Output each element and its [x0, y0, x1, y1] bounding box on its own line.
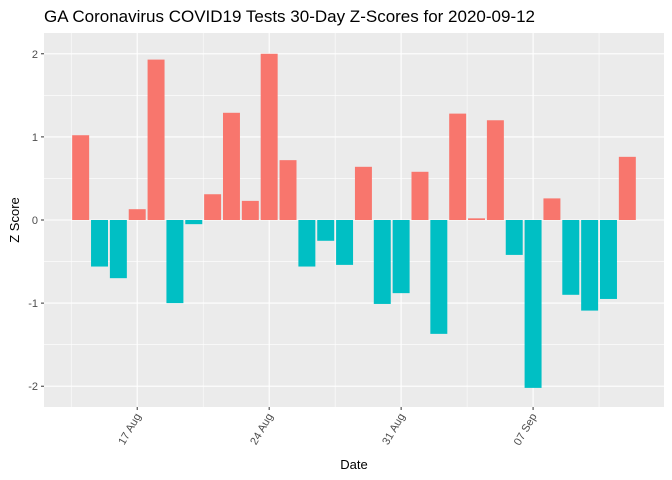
bar-2020-08-25 — [279, 160, 297, 220]
bar-2020-09-06 — [505, 220, 523, 255]
y-axis: -2 -1 0 1 2 — [28, 49, 44, 393]
bar-2020-08-20 — [185, 220, 203, 225]
x-axis-title: Date — [340, 457, 367, 472]
bar-2020-09-11 — [600, 220, 617, 299]
bar-2020-08-29 — [354, 166, 372, 220]
bar-2020-08-24 — [260, 53, 278, 221]
bar-2020-09-09 — [562, 220, 580, 295]
y-tick-label: -2 — [28, 381, 38, 393]
x-tick-label: 31 Aug — [380, 412, 408, 448]
bar-2020-08-17 — [128, 209, 146, 220]
bar-2020-08-21 — [204, 194, 222, 220]
bar-2020-09-07 — [524, 220, 542, 388]
bar-2020-08-15 — [91, 220, 108, 267]
bar-2020-09-03 — [449, 113, 467, 220]
bar-2020-09-12 — [618, 156, 636, 220]
bar-2020-09-08 — [543, 198, 561, 220]
chart-title: GA Coronavirus COVID19 Tests 30-Day Z-Sc… — [44, 7, 535, 26]
bar-2020-09-05 — [486, 120, 504, 220]
bar-2020-08-28 — [336, 220, 354, 265]
y-tick-label: 1 — [32, 132, 38, 144]
bar-2020-08-16 — [109, 220, 127, 279]
bar-2020-08-14 — [72, 135, 90, 220]
bar-2020-08-19 — [166, 220, 184, 304]
x-tick-label: 17 Aug — [116, 412, 144, 448]
bar-2020-08-26 — [298, 220, 316, 267]
bar-2020-08-18 — [147, 59, 165, 221]
y-tick-label: 0 — [32, 215, 38, 227]
y-axis-title: Z Score — [7, 197, 22, 243]
bar-2020-09-01 — [411, 171, 429, 220]
x-tick-label: 24 Aug — [248, 412, 276, 448]
y-tick-label: -1 — [28, 298, 38, 310]
bar-2020-08-27 — [317, 220, 335, 241]
bar-2020-08-22 — [222, 112, 240, 220]
x-axis: 17 Aug 24 Aug 31 Aug 07 Sep — [116, 407, 540, 448]
y-tick-label: 2 — [32, 49, 38, 61]
x-tick-label: 07 Sep — [512, 412, 540, 448]
bar-2020-09-02 — [430, 220, 448, 334]
bars — [72, 53, 636, 388]
bar-2020-08-30 — [373, 220, 391, 304]
bar-2020-08-23 — [241, 200, 259, 220]
bar-2020-08-31 — [392, 220, 410, 294]
bar-2020-09-04 — [468, 218, 486, 220]
bar-2020-09-10 — [581, 220, 599, 311]
